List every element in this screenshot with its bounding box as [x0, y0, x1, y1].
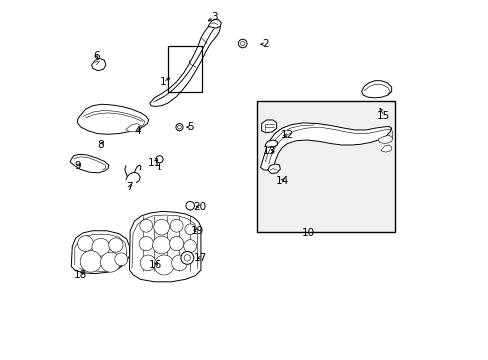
Circle shape	[115, 253, 127, 266]
Polygon shape	[129, 211, 201, 282]
Circle shape	[181, 251, 193, 264]
Circle shape	[170, 219, 183, 232]
Text: 7: 7	[126, 182, 133, 192]
Polygon shape	[378, 135, 392, 144]
Text: 20: 20	[193, 202, 206, 212]
Circle shape	[238, 39, 246, 48]
Text: 14: 14	[275, 176, 288, 186]
Bar	[167, 46, 201, 93]
Text: 15: 15	[376, 111, 389, 121]
Circle shape	[156, 156, 163, 163]
Circle shape	[153, 219, 169, 235]
Text: 3: 3	[210, 13, 217, 22]
Circle shape	[139, 237, 153, 251]
Polygon shape	[125, 123, 141, 132]
Text: 12: 12	[280, 130, 293, 140]
Text: 9: 9	[74, 161, 81, 171]
Polygon shape	[260, 123, 391, 170]
Circle shape	[169, 237, 183, 251]
Polygon shape	[71, 231, 129, 274]
Circle shape	[140, 219, 152, 232]
Circle shape	[92, 238, 110, 256]
Circle shape	[183, 240, 196, 252]
Text: 11: 11	[147, 158, 161, 168]
Circle shape	[176, 123, 183, 131]
Text: 8: 8	[98, 140, 104, 150]
Text: 6: 6	[93, 51, 100, 61]
Circle shape	[185, 202, 194, 210]
Polygon shape	[380, 145, 391, 152]
Text: 5: 5	[187, 122, 194, 132]
Text: 2: 2	[262, 39, 268, 49]
Polygon shape	[267, 164, 280, 174]
Polygon shape	[70, 154, 108, 173]
Polygon shape	[91, 59, 106, 71]
Polygon shape	[125, 172, 140, 183]
Circle shape	[80, 251, 102, 272]
Polygon shape	[361, 81, 391, 98]
Circle shape	[101, 252, 121, 272]
Text: 18: 18	[74, 270, 87, 280]
Circle shape	[154, 255, 174, 275]
Circle shape	[140, 255, 156, 271]
Bar	[257, 102, 394, 232]
Polygon shape	[264, 140, 277, 147]
Polygon shape	[149, 23, 220, 107]
Text: 13: 13	[263, 147, 276, 157]
Circle shape	[152, 236, 170, 254]
Text: 4: 4	[134, 126, 141, 136]
Circle shape	[184, 224, 195, 235]
Circle shape	[78, 236, 93, 251]
Circle shape	[171, 255, 187, 271]
Circle shape	[108, 238, 123, 252]
Text: 19: 19	[190, 226, 203, 236]
Polygon shape	[261, 120, 276, 133]
Text: 16: 16	[149, 260, 162, 270]
Polygon shape	[77, 104, 148, 134]
Text: 10: 10	[302, 228, 315, 238]
Text: 1: 1	[160, 77, 166, 87]
Polygon shape	[207, 19, 221, 28]
Text: 17: 17	[194, 253, 207, 263]
